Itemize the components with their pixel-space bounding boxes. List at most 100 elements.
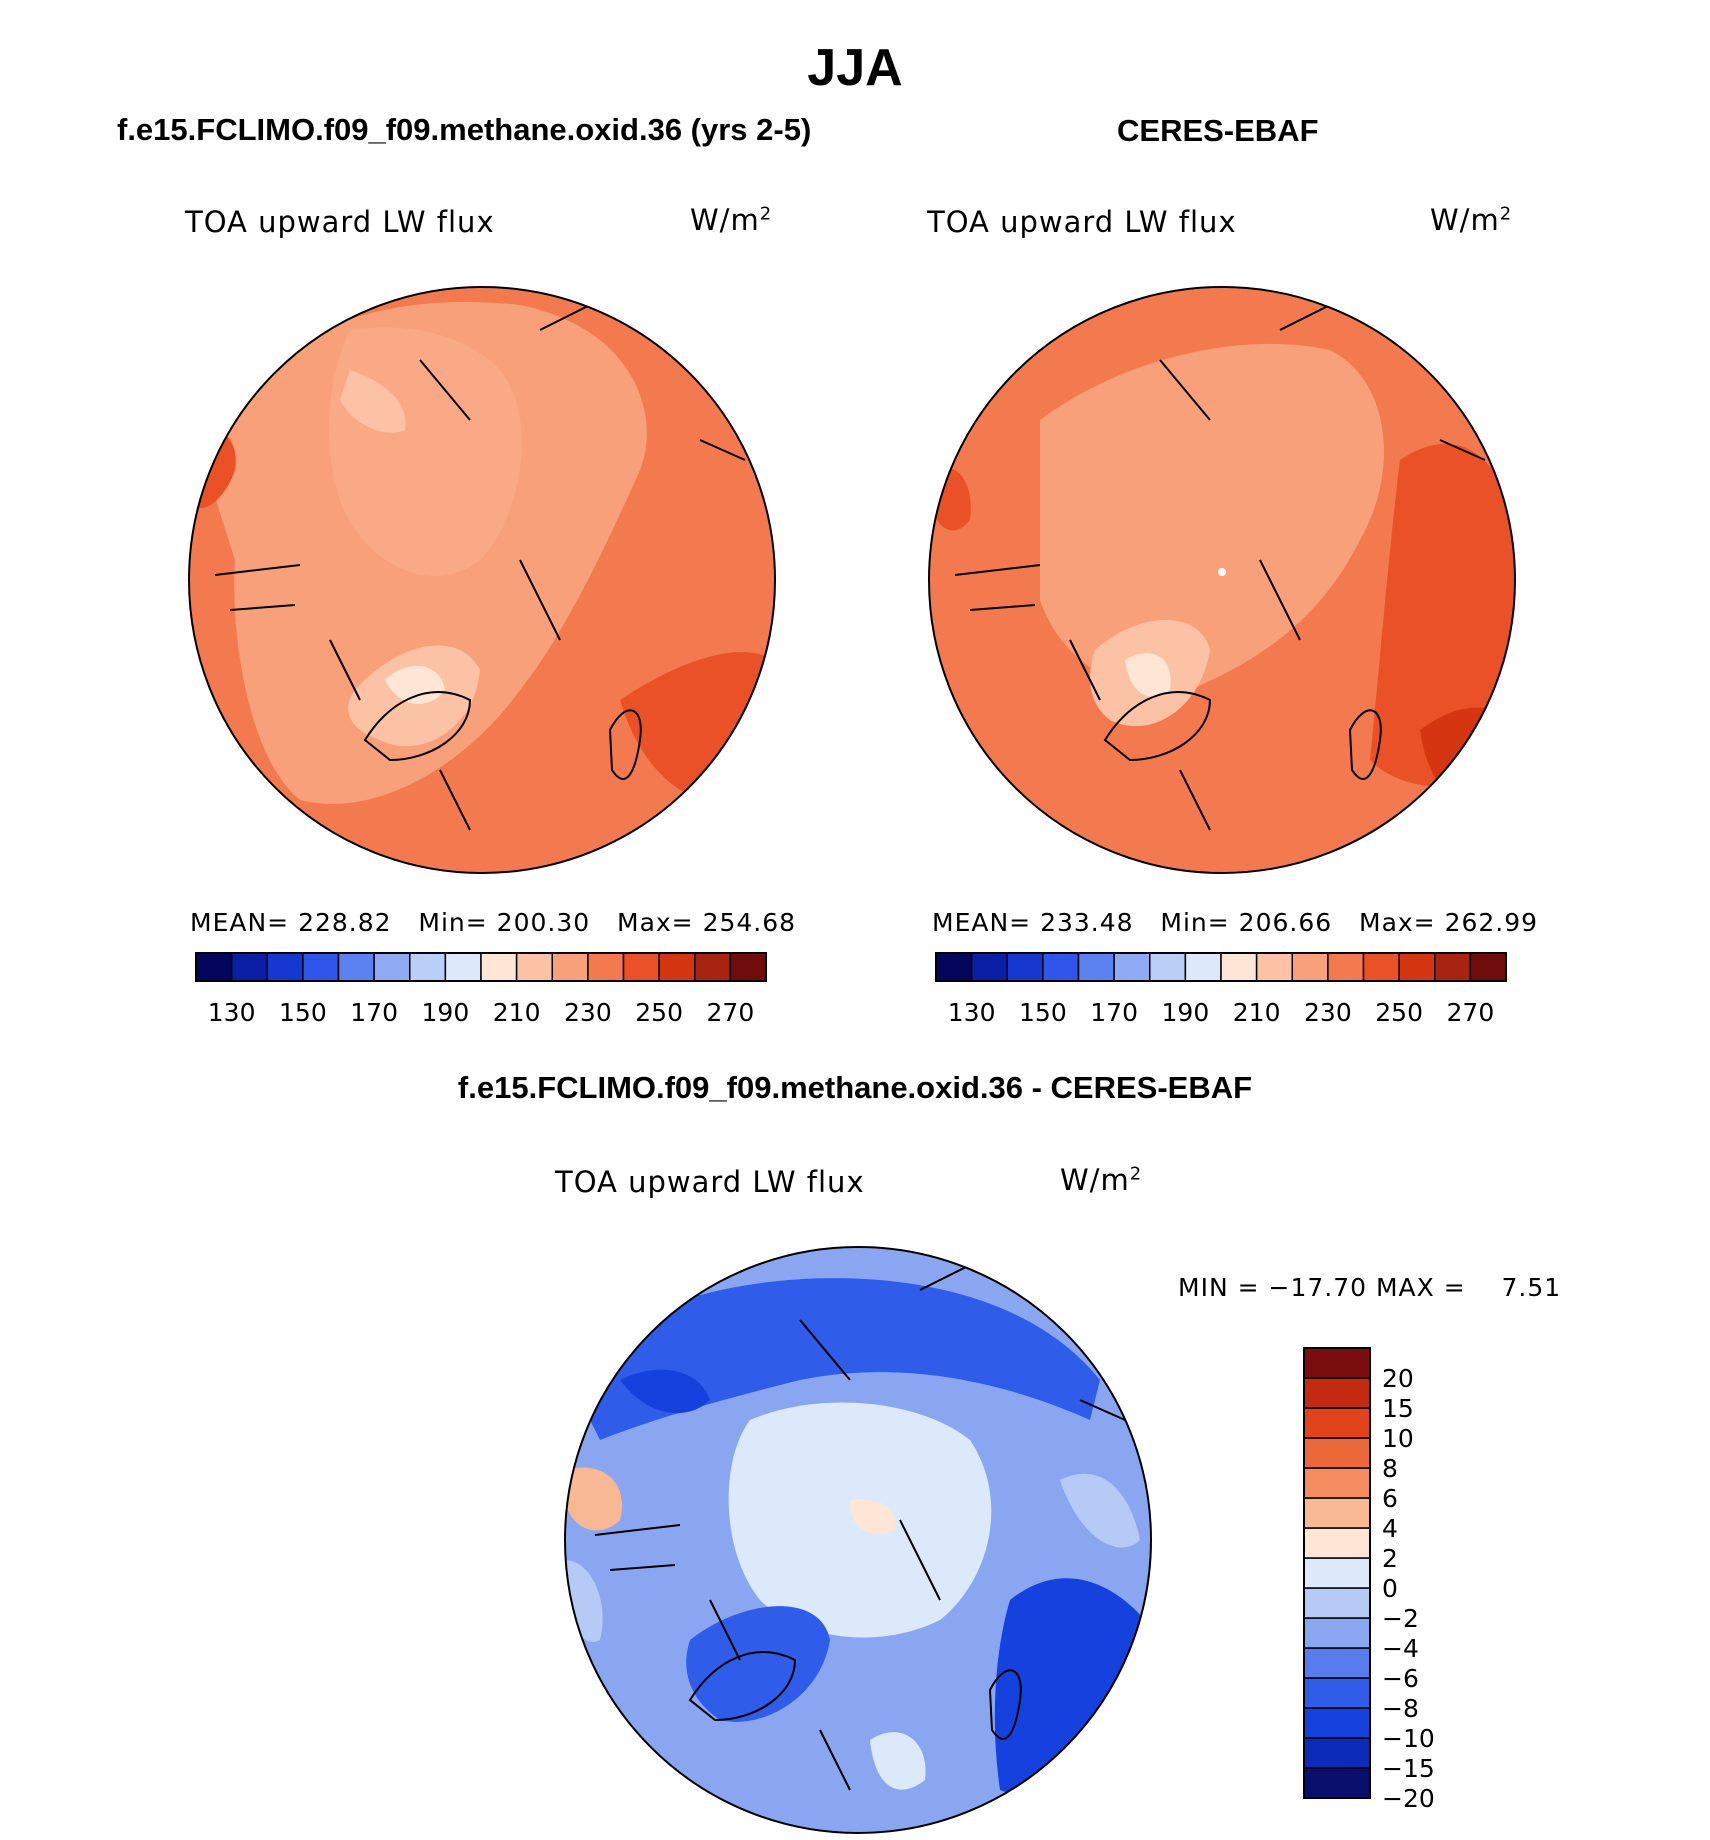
- obs-colorbar-box: [1184, 952, 1222, 982]
- model-colorbar: 130 150 170 190 210 230 250 270: [195, 952, 767, 1027]
- diff-colorbar-box: [1303, 1527, 1371, 1559]
- model-colorbar-box: [622, 952, 660, 982]
- model-polar-map: [188, 286, 776, 874]
- model-colorbar-box: [373, 952, 411, 982]
- model-colorbar-box: [729, 952, 767, 982]
- diff-colorbar-tick-label: 6: [1382, 1484, 1398, 1513]
- obs-colorbar-box: [1220, 952, 1258, 982]
- obs-colorbar-tick-label: 250: [1375, 998, 1423, 1027]
- model-colorbar-box: [230, 952, 268, 982]
- obs-max-value: 262.99: [1444, 908, 1539, 937]
- diff-colorbar-box: [1303, 1677, 1371, 1709]
- model-colorbar-box: [409, 952, 447, 982]
- obs-mean-label: MEAN=: [932, 908, 1032, 937]
- diff-colorbar-box: [1303, 1377, 1371, 1409]
- model-colorbar-box: [515, 952, 553, 982]
- diff-colorbar-box: [1303, 1587, 1371, 1619]
- obs-units-label: W/m2: [1430, 203, 1513, 237]
- model-colorbar-box: [266, 952, 304, 982]
- obs-colorbar-tick-label: 190: [1162, 998, 1210, 1027]
- diff-colorbar-tick-label: 20: [1382, 1364, 1414, 1393]
- diff-max-value: 7.51: [1501, 1273, 1562, 1302]
- diff-colorbar-box: [1303, 1467, 1371, 1499]
- diff-panel-title: f.e15.FCLIMO.f09_f09.methane.oxid.36 - C…: [457, 1070, 1253, 1105]
- diff-colorbar-tick-label: 8: [1382, 1454, 1398, 1483]
- model-colorbar-box: [444, 952, 482, 982]
- model-colorbar-tick-label: 250: [635, 998, 683, 1027]
- obs-colorbar-box: [935, 952, 973, 982]
- model-panel-title: f.e15.FCLIMO.f09_f09.methane.oxid.36 (yr…: [117, 112, 812, 147]
- obs-colorbar-box: [1291, 952, 1329, 982]
- model-colorbar-tick-label: 230: [564, 998, 612, 1027]
- model-colorbar-box: [587, 952, 625, 982]
- model-min-value: 200.30: [496, 908, 591, 937]
- diff-colorbar-tick-label: −15: [1382, 1754, 1435, 1783]
- model-colorbar-tick-label: 270: [707, 998, 755, 1027]
- model-max-label: Max=: [617, 908, 694, 937]
- model-colorbar-box: [337, 952, 375, 982]
- obs-max-label: Max=: [1359, 908, 1436, 937]
- diff-colorbar-box: [1303, 1437, 1371, 1469]
- obs-colorbar-tick-label: 210: [1233, 998, 1281, 1027]
- obs-min-label: Min=: [1160, 908, 1230, 937]
- obs-polar-map: [928, 286, 1516, 874]
- obs-colorbar-box: [1434, 952, 1472, 982]
- obs-colorbar: 130 150 170 190 210 230 250 270: [935, 952, 1507, 1027]
- obs-mean-value: 233.48: [1040, 908, 1134, 937]
- diff-min-label: MIN =: [1178, 1273, 1260, 1302]
- diff-colorbar-box: [1303, 1737, 1371, 1769]
- diff-max-label: MAX =: [1375, 1273, 1466, 1302]
- model-colorbar-tick-label: 170: [350, 998, 398, 1027]
- obs-colorbar-box: [1077, 952, 1115, 982]
- obs-colorbar-tick-label: 150: [1019, 998, 1067, 1027]
- diff-colorbar-tick-label: −2: [1382, 1604, 1419, 1633]
- diff-colorbar-tick-label: 0: [1382, 1574, 1398, 1603]
- model-colorbar-box: [302, 952, 340, 982]
- model-colorbar-tick-label: 190: [422, 998, 470, 1027]
- diff-colorbar-frame: [1303, 1347, 1371, 1799]
- model-colorbar-box: [658, 952, 696, 982]
- obs-colorbar-frame: [935, 952, 1507, 982]
- model-colorbar-box: [480, 952, 518, 982]
- model-units-label: W/m2: [690, 203, 773, 237]
- obs-colorbar-box: [1398, 952, 1436, 982]
- diff-colorbar-box: [1303, 1707, 1371, 1739]
- figure-title: JJA: [807, 39, 903, 97]
- model-colorbar-box: [551, 952, 589, 982]
- diff-colorbar-box: [1303, 1497, 1371, 1529]
- obs-colorbar-box: [1327, 952, 1365, 982]
- obs-colorbar-box: [1362, 952, 1400, 982]
- obs-panel-title: CERES-EBAF: [1117, 113, 1319, 148]
- diff-colorbar-tick-label: −6: [1382, 1664, 1419, 1693]
- model-mean-label: MEAN=: [190, 908, 290, 937]
- obs-variable-label: TOA upward LW flux: [927, 205, 1237, 239]
- diff-colorbar-box: [1303, 1647, 1371, 1679]
- diff-colorbar-box: [1303, 1347, 1371, 1379]
- diff-min-value: −17.70: [1268, 1273, 1368, 1302]
- diff-colorbar-tick-label: −8: [1382, 1694, 1419, 1723]
- diff-units-label: W/m2: [1060, 1163, 1143, 1197]
- model-colorbar-box: [694, 952, 732, 982]
- obs-colorbar-box: [1042, 952, 1080, 982]
- obs-colorbar-tick-label: 170: [1090, 998, 1138, 1027]
- model-stats: MEAN= 228.82 Min= 200.30 Max= 254.68: [190, 908, 796, 937]
- obs-colorbar-box: [1006, 952, 1044, 982]
- diff-variable-label: TOA upward LW flux: [555, 1165, 865, 1199]
- diff-colorbar-box: [1303, 1557, 1371, 1589]
- obs-colorbar-box: [970, 952, 1008, 982]
- model-colorbar-frame: [195, 952, 767, 982]
- diff-colorbar-tick-label: 4: [1382, 1514, 1398, 1543]
- obs-colorbar-box: [1255, 952, 1293, 982]
- diff-colorbar-tick-label: −10: [1382, 1724, 1435, 1753]
- diff-colorbar-tick-label: −20: [1382, 1784, 1435, 1813]
- diff-colorbar-tick-label: 10: [1382, 1424, 1414, 1453]
- obs-colorbar-tick-label: 230: [1304, 998, 1352, 1027]
- obs-colorbar-box: [1469, 952, 1507, 982]
- diff-stats: MIN = −17.70 MAX = 7.51: [1178, 1273, 1561, 1302]
- diff-colorbar-tick-label: −4: [1382, 1634, 1419, 1663]
- model-colorbar-tick-label: 130: [208, 998, 256, 1027]
- diff-colorbar-box: [1303, 1407, 1371, 1439]
- model-max-value: 254.68: [702, 908, 797, 937]
